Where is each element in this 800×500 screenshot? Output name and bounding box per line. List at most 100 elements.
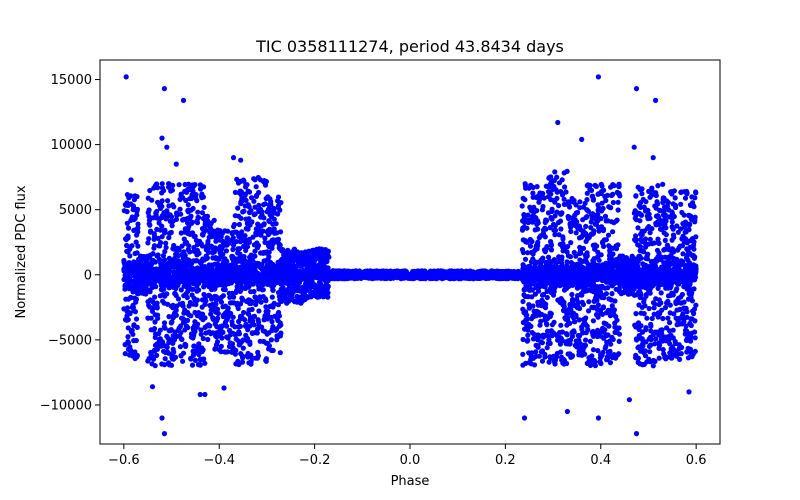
data-point xyxy=(506,274,512,280)
data-point xyxy=(536,199,542,205)
data-point xyxy=(248,289,254,295)
data-point xyxy=(567,306,573,312)
data-point xyxy=(122,283,128,290)
data-point xyxy=(325,294,331,300)
data-point xyxy=(220,260,226,266)
data-point xyxy=(145,240,151,246)
data-point xyxy=(243,321,249,327)
data-point xyxy=(166,230,172,236)
data-point xyxy=(555,331,561,337)
data-point xyxy=(147,187,153,194)
data-point xyxy=(421,269,427,275)
data-point xyxy=(194,252,200,258)
data-point xyxy=(237,301,243,307)
data-point xyxy=(528,269,534,276)
data-point xyxy=(180,278,186,284)
data-point xyxy=(189,362,196,368)
data-point xyxy=(183,323,189,329)
data-point xyxy=(127,352,134,358)
data-point xyxy=(465,271,471,278)
data-point xyxy=(219,269,225,275)
data-point xyxy=(125,325,131,331)
data-point xyxy=(232,351,238,357)
data-point xyxy=(249,306,255,312)
data-point xyxy=(568,228,574,235)
data-point xyxy=(191,351,197,357)
data-point xyxy=(230,314,236,320)
data-point xyxy=(193,192,199,198)
data-point xyxy=(320,290,326,297)
data-point xyxy=(571,328,577,334)
data-point xyxy=(141,288,147,294)
data-point xyxy=(236,255,242,261)
data-point xyxy=(205,267,211,273)
data-point xyxy=(568,281,575,287)
data-point xyxy=(577,351,583,357)
data-point xyxy=(180,350,187,356)
data-point xyxy=(167,218,173,224)
data-point xyxy=(137,258,143,264)
data-point xyxy=(305,260,311,266)
data-point xyxy=(520,272,527,278)
data-point xyxy=(218,343,224,349)
data-point xyxy=(124,262,130,268)
data-point xyxy=(251,212,257,218)
data-point xyxy=(218,349,224,355)
data-point xyxy=(523,360,529,366)
data-point xyxy=(522,181,528,187)
data-point xyxy=(131,322,137,328)
data-point xyxy=(202,315,208,321)
data-point xyxy=(570,219,576,225)
data-point xyxy=(535,239,541,245)
data-point xyxy=(256,208,262,215)
data-point xyxy=(173,257,179,263)
data-point xyxy=(151,185,157,191)
data-point xyxy=(293,283,299,289)
data-point xyxy=(152,294,158,300)
data-point xyxy=(224,235,230,241)
data-point xyxy=(529,350,535,356)
data-point xyxy=(168,362,175,368)
data-point xyxy=(562,184,568,190)
data-point xyxy=(543,217,549,223)
data-point xyxy=(185,202,191,208)
data-point xyxy=(275,203,281,209)
data-point xyxy=(145,195,151,201)
data-point xyxy=(520,249,527,256)
data-point xyxy=(145,261,152,267)
data-point xyxy=(368,269,374,275)
data-point xyxy=(531,308,537,314)
data-point xyxy=(225,305,231,311)
data-point xyxy=(276,313,282,319)
data-point xyxy=(155,276,161,282)
data-point xyxy=(200,347,206,353)
data-point xyxy=(170,346,176,352)
data-point xyxy=(214,233,220,239)
data-point xyxy=(169,223,175,229)
data-point xyxy=(205,222,211,228)
data-point xyxy=(460,275,466,281)
data-point xyxy=(499,269,505,275)
data-point xyxy=(205,322,212,328)
data-point xyxy=(199,243,205,249)
data-point xyxy=(200,335,206,342)
data-point xyxy=(164,273,170,280)
data-point xyxy=(153,331,159,337)
data-point xyxy=(552,227,559,233)
data-point xyxy=(530,355,537,361)
data-point xyxy=(186,262,192,268)
data-point xyxy=(246,311,252,317)
data-point xyxy=(543,301,549,307)
data-point xyxy=(165,198,171,204)
data-point xyxy=(162,356,168,362)
data-point xyxy=(124,234,131,240)
data-point xyxy=(323,256,329,262)
data-point xyxy=(252,253,258,259)
data-point xyxy=(565,253,572,259)
data-point xyxy=(548,191,554,197)
data-point xyxy=(220,329,226,335)
data-point xyxy=(544,294,550,301)
data-point xyxy=(545,184,552,190)
data-point xyxy=(147,222,153,228)
data-point xyxy=(125,275,131,281)
